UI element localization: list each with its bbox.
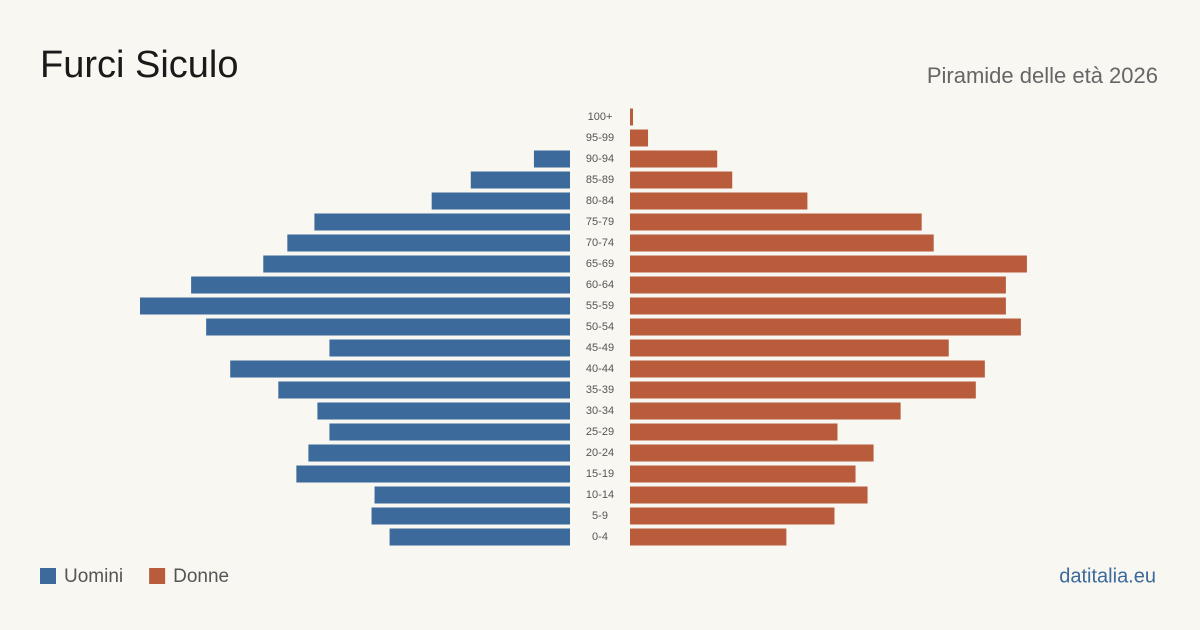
bar [470, 171, 570, 189]
bar [630, 423, 838, 441]
bar [287, 234, 570, 252]
age-label: 35-39 [586, 384, 614, 396]
bar [630, 171, 733, 189]
bar [314, 213, 570, 231]
bar [140, 297, 570, 315]
bar [431, 192, 570, 210]
age-label: 70-74 [586, 237, 614, 249]
age-label: 45-49 [586, 342, 614, 354]
bar [630, 528, 787, 546]
bar [230, 360, 571, 378]
age-label: 10-14 [586, 489, 614, 501]
bar [329, 423, 570, 441]
bar [533, 150, 570, 168]
age-label: 95-99 [586, 132, 614, 144]
age-label: 20-24 [586, 447, 614, 459]
age-label: 85-89 [586, 174, 614, 186]
legend-label: Uomini [64, 566, 123, 587]
source[interactable]: datitalia.eu [1059, 565, 1156, 587]
bar [630, 255, 1027, 273]
bar [630, 360, 985, 378]
bar [329, 339, 570, 357]
age-label: 50-54 [586, 321, 614, 333]
legend-swatch [40, 568, 56, 584]
age-label: 75-79 [586, 216, 614, 228]
age-label: 15-19 [586, 468, 614, 480]
bar [630, 213, 922, 231]
bar [630, 402, 901, 420]
bar [263, 255, 570, 273]
bar [630, 276, 1006, 294]
bar [374, 486, 570, 504]
bar [630, 444, 874, 462]
age-label: 5-9 [592, 510, 608, 522]
bar [630, 507, 835, 525]
age-label: 30-34 [586, 405, 614, 417]
bar [371, 507, 570, 525]
age-label: 55-59 [586, 300, 614, 312]
bar [630, 318, 1021, 336]
chart-title: Furci Siculo [40, 44, 239, 86]
age-label: 65-69 [586, 258, 614, 270]
bar [630, 465, 856, 483]
bar [206, 318, 570, 336]
bar [389, 528, 570, 546]
bar [630, 150, 718, 168]
age-label: 100+ [588, 111, 613, 123]
legend-label: Donne [173, 566, 229, 587]
bar [630, 234, 934, 252]
age-label: 60-64 [586, 279, 614, 291]
age-label: 80-84 [586, 195, 614, 207]
age-label: 0-4 [592, 531, 608, 543]
bar [630, 486, 868, 504]
age-label: 90-94 [586, 153, 614, 165]
age-label: 25-29 [586, 426, 614, 438]
legend-swatch [149, 568, 166, 584]
bar [630, 108, 634, 126]
bar [296, 465, 570, 483]
bar [308, 444, 570, 462]
bar [630, 129, 649, 147]
bar [630, 339, 949, 357]
age-label: 40-44 [586, 363, 614, 375]
bar [630, 381, 976, 399]
bar [191, 276, 570, 294]
bar [317, 402, 570, 420]
bar [630, 192, 808, 210]
bar [630, 297, 1006, 315]
bar [278, 381, 570, 399]
chart-subtitle: Piramide delle età 2026 [927, 63, 1158, 88]
